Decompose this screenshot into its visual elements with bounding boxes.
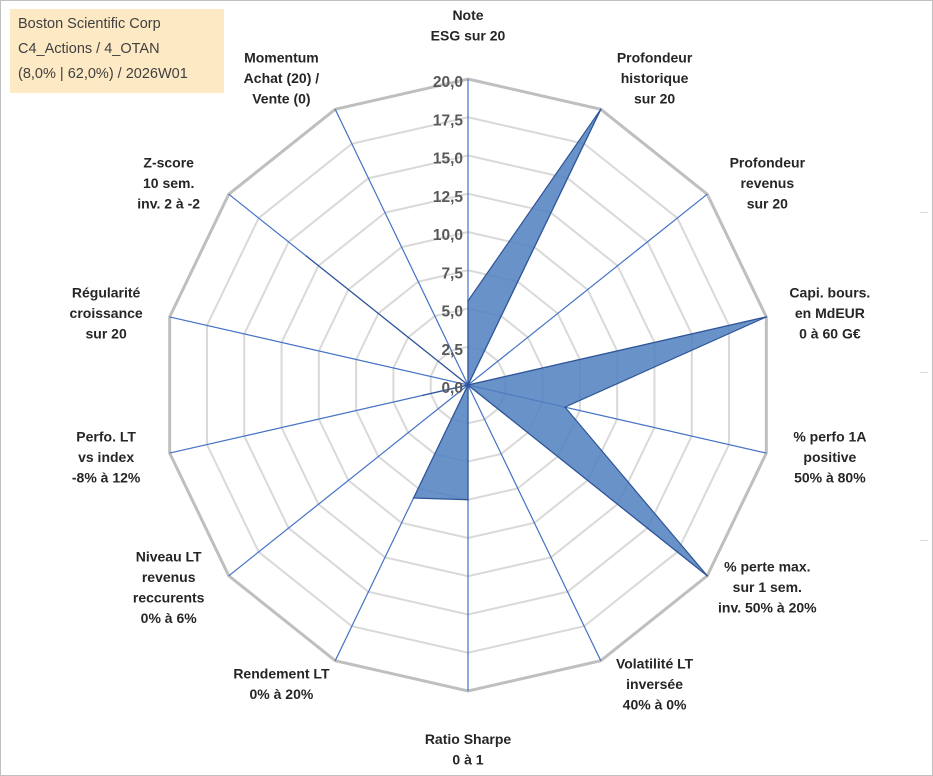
axis-label-11-line-1: croissance [70, 305, 143, 321]
series-point-3 [765, 316, 768, 318]
title-category: C4_Actions / 4_OTAN [18, 41, 160, 57]
axis-label-1-line-1: historique [621, 70, 689, 86]
axis-label-0-line-0: Note [452, 7, 483, 23]
axis-label-8: Rendement LT 0% à 20% [233, 666, 330, 703]
axis-label-4: % perfo 1A positive 50% à 80% [793, 429, 866, 486]
series-point-10 [422, 394, 425, 397]
series-point-7 [467, 498, 469, 501]
axis-label-3-line-0: Capi. bours. [789, 284, 870, 300]
radar-axis-labels: Note ESG sur 20 Profondeur historique sur 20… [70, 7, 871, 768]
axis-label-12-line-2: inv. 2 à -2 [137, 195, 200, 211]
chart-title-box: Boston Scientific Corp C4_Actions / 4_OT… [10, 9, 224, 93]
axis-label-13-line-1: Achat (20) / [244, 70, 320, 86]
axis-label-10-line-2: -8% à 12% [72, 470, 141, 486]
axis-label-8-line-1: 0% à 20% [250, 686, 314, 702]
axis-label-12-line-1: 10 sem. [143, 175, 194, 191]
axis-label-2-line-2: sur 20 [747, 195, 788, 211]
series-point-8 [412, 497, 415, 499]
axis-spoke-2 [467, 193, 708, 386]
axis-label-9-line-1: revenus [142, 569, 196, 585]
axis-label-7-line-0: Ratio Sharpe [425, 731, 512, 747]
axis-label-1-line-0: Profondeur [617, 50, 693, 66]
axis-spoke-10 [169, 384, 469, 454]
radar-tick-labels: 0,0 2,5 5,0 7,5 10,0 12,5 15,0 17,5 20,0 [433, 74, 464, 397]
tick-label-6: 15,0 [433, 151, 463, 168]
radar-series [305, 108, 768, 577]
tick-label-7: 17,5 [433, 112, 464, 129]
axis-label-3-line-2: 0 à 60 G€ [799, 325, 861, 341]
axis-label-5-line-0: % perte max. [724, 559, 810, 575]
tick-label-1: 2,5 [441, 342, 463, 359]
axis-label-2: Profondeur revenus sur 20 [730, 154, 806, 211]
axis-label-10-line-0: Perfo. LT [76, 429, 136, 445]
tick-label-3: 7,5 [441, 265, 463, 282]
axis-label-8-line-0: Rendement LT [233, 666, 330, 682]
tick-label-5: 12,5 [433, 189, 464, 206]
tick-label-4: 10,0 [433, 227, 463, 244]
title-params: (8,0% | 62,0%) / 2026W01 [18, 66, 188, 82]
axis-label-9-line-3: 0% à 6% [141, 610, 198, 626]
axis-label-11-line-0: Régularité [72, 284, 141, 300]
tick-label-8: 20,0 [433, 74, 463, 91]
axis-label-13: Momentum Achat (20) / Vente (0) [244, 50, 320, 107]
tick-label-0: 0,0 [441, 380, 463, 397]
axis-label-0: Note ESG sur 20 [431, 7, 506, 44]
axis-label-3: Capi. bours. en MdEUR 0 à 60 G€ [789, 284, 870, 341]
series-point-12 [305, 255, 308, 258]
series-area [306, 108, 767, 577]
axis-spoke-13 [334, 109, 469, 386]
axis-label-11-line-2: sur 20 [85, 325, 126, 341]
axis-spoke-6 [467, 384, 602, 661]
tick-label-2: 5,0 [441, 304, 463, 321]
axis-label-6-line-0: Volatilité LT [616, 655, 694, 671]
axis-label-11: Régularité croissance sur 20 [70, 284, 143, 341]
series-point-4 [564, 406, 566, 408]
axis-label-0-line-1: ESG sur 20 [431, 28, 506, 44]
axis-label-5: % perte max. sur 1 sem. inv. 50% à 20% [718, 559, 817, 616]
series-point-1 [599, 108, 602, 111]
axis-label-12: Z-score 10 sem. inv. 2 à -2 [137, 154, 200, 211]
axis-label-4-line-2: 50% à 80% [794, 470, 866, 486]
series-point-0 [467, 300, 469, 302]
axis-label-13-line-2: Vente (0) [252, 91, 310, 107]
axis-label-7: Ratio Sharpe 0 à 1 [425, 731, 512, 768]
axis-label-9-line-0: Niveau LT [136, 548, 202, 564]
axis-label-3-line-1: en MdEUR [795, 305, 865, 321]
axis-label-4-line-0: % perfo 1A [793, 429, 866, 445]
axis-label-9: Niveau LT revenus reccurents 0% à 6% [133, 548, 205, 626]
axis-label-13-line-0: Momentum [244, 50, 319, 66]
series-point-5 [706, 574, 709, 577]
axis-spoke-11 [169, 316, 469, 386]
axis-label-9-line-2: reccurents [133, 589, 205, 605]
axis-label-10: Perfo. LT vs index -8% à 12% [72, 429, 141, 486]
axis-label-1-line-2: sur 20 [634, 91, 675, 107]
axis-label-2-line-1: revenus [740, 175, 794, 191]
axis-label-5-line-1: sur 1 sem. [733, 579, 802, 595]
axis-label-6-line-1: inversée [626, 676, 683, 692]
axis-label-2-line-0: Profondeur [730, 154, 806, 170]
axis-label-12-line-0: Z-score [143, 154, 194, 170]
axis-label-6-line-2: 40% à 0% [623, 696, 687, 712]
series-point-13 [467, 384, 469, 386]
axis-label-4-line-1: positive [803, 449, 856, 465]
axis-label-5-line-2: inv. 50% à 20% [718, 600, 817, 616]
axis-label-1: Profondeur historique sur 20 [617, 50, 693, 107]
axis-label-6: Volatilité LT inversée 40% à 0% [616, 655, 694, 712]
axis-label-10-line-1: vs index [78, 449, 134, 465]
title-company: Boston Scientific Corp [18, 16, 161, 32]
axis-spoke-9 [228, 384, 469, 577]
axis-label-7-line-1: 0 à 1 [452, 752, 483, 768]
